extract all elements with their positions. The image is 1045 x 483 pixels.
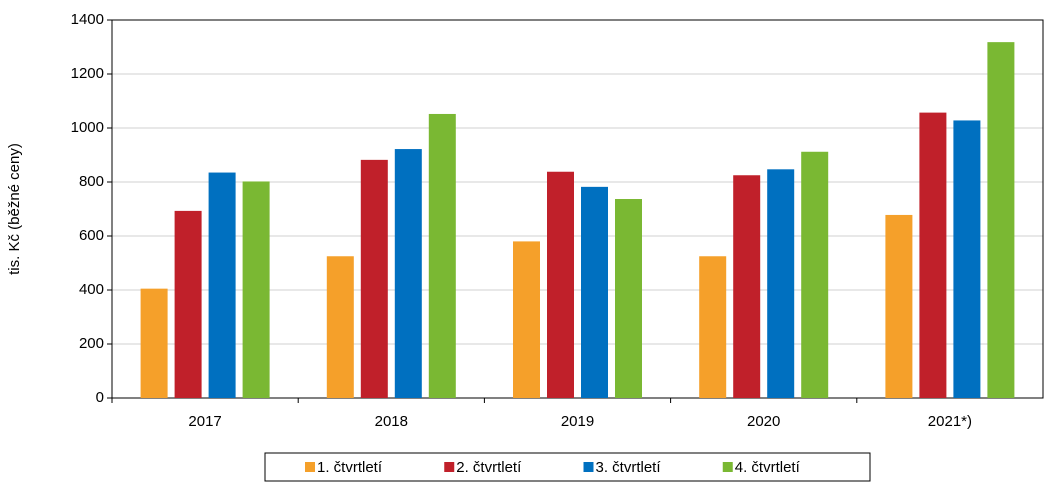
bar [394,149,422,398]
legend-label: 3. čtvrtletí [596,459,662,476]
bar [699,256,727,398]
legend-swatch [305,462,315,472]
y-tick-label: 600 [79,227,104,244]
legend-label: 2. čtvrtletí [456,459,522,476]
bar [547,171,574,398]
legend-swatch [444,462,455,472]
bar [885,214,913,398]
bar [953,120,981,398]
bar [326,256,354,398]
x-tick-label: 2020 [747,413,780,430]
y-tick-label: 1400 [71,11,104,28]
y-tick-label: 800 [79,173,104,190]
bar [208,172,236,398]
bar [615,199,642,398]
bar [360,159,388,398]
bar [581,186,608,398]
legend-label: 4. čtvrtletí [735,459,801,476]
bar [174,210,202,398]
y-tick-label: 400 [79,281,104,298]
legend-swatch [583,462,594,472]
x-tick-label: 2019 [561,413,594,430]
legend-box [264,452,871,482]
y-tick-label: 200 [79,335,104,352]
bar [140,288,168,398]
x-tick-label: 2018 [375,413,408,430]
x-tick-label: 2017 [188,413,221,430]
bar [919,112,947,399]
y-axis-title: tis. Kč (běžné ceny) [6,143,23,275]
y-tick-label: 0 [96,389,104,406]
plot-frame [111,19,1044,399]
bar [428,113,456,399]
bar [242,181,270,398]
bar [767,169,795,398]
x-tick-label: 2021*) [928,413,972,430]
bar [513,241,540,398]
bar [733,175,761,398]
y-tick-label: 1200 [71,65,104,82]
legend-label: 1. čtvrtletí [317,459,383,476]
bar [987,42,1015,398]
legend-swatch [722,462,733,472]
y-tick-label: 1000 [71,119,104,136]
bar [801,151,829,398]
